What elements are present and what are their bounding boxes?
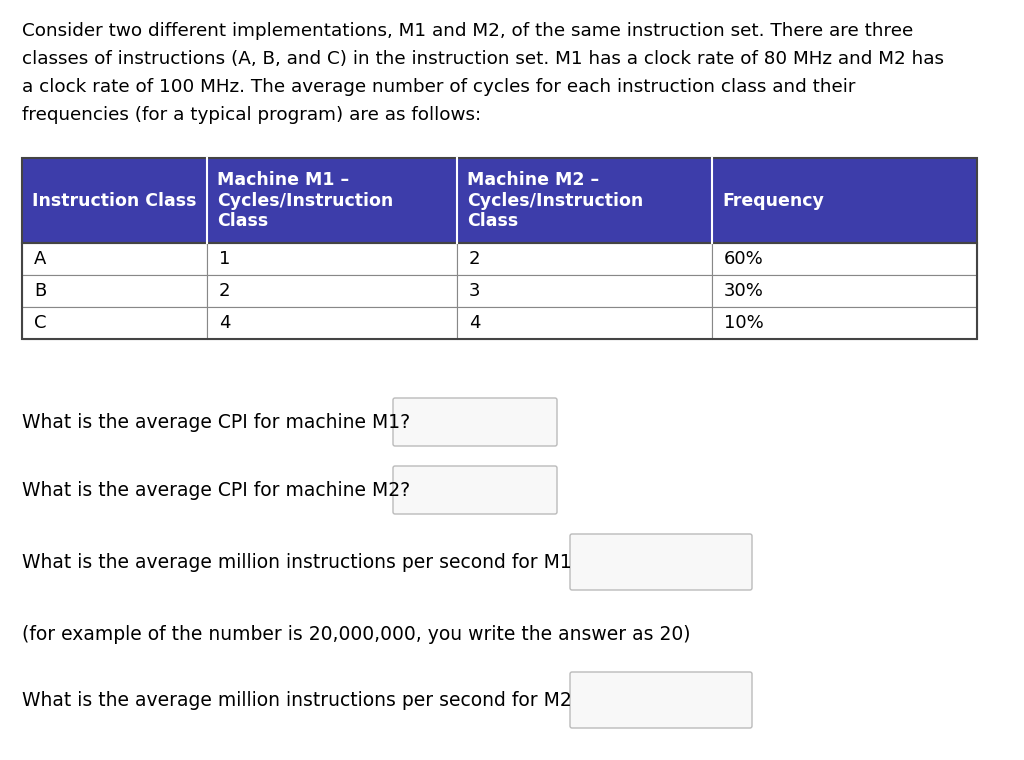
Text: What is the average million instructions per second for M1: What is the average million instructions… [22,553,571,572]
FancyBboxPatch shape [393,398,557,446]
Text: A: A [34,250,46,268]
Text: 3: 3 [469,282,480,300]
Bar [22,307,207,339]
Bar [22,158,977,243]
FancyBboxPatch shape [393,466,557,514]
Text: 4: 4 [219,314,230,332]
Text: Machine M2 –
Cycles/Instruction
Class: Machine M2 – Cycles/Instruction Class [467,171,643,230]
Bar [712,158,977,243]
Text: 2: 2 [219,282,230,300]
Bar [457,158,712,243]
Text: Instruction Class: Instruction Class [32,192,197,210]
Text: Frequency: Frequency [722,192,824,210]
Bar [207,243,457,275]
Text: C: C [34,314,46,332]
Bar [712,275,977,307]
FancyBboxPatch shape [570,672,752,728]
Text: Machine M1 –
Cycles/Instruction
Class: Machine M1 – Cycles/Instruction Class [217,171,393,230]
Bar [457,275,712,307]
Text: a clock rate of 100 MHz. The average number of cycles for each instruction class: a clock rate of 100 MHz. The average num… [22,78,855,96]
Text: What is the average million instructions per second for M2: What is the average million instructions… [22,691,571,710]
Text: 4: 4 [469,314,480,332]
Text: 60%: 60% [724,250,764,268]
Bar [207,275,457,307]
Bar [22,275,207,307]
Bar [207,307,457,339]
Text: 2: 2 [469,250,480,268]
Text: 30%: 30% [724,282,764,300]
Bar [22,243,207,275]
Text: classes of instructions (A, B, and C) in the instruction set. M1 has a clock rat: classes of instructions (A, B, and C) in… [22,50,944,68]
Bar [457,307,712,339]
Bar [712,307,977,339]
Bar [457,243,712,275]
Text: 1: 1 [219,250,230,268]
Bar [22,243,977,339]
Bar [22,158,207,243]
Text: B: B [34,282,46,300]
Text: What is the average CPI for machine M2?: What is the average CPI for machine M2? [22,480,411,499]
FancyBboxPatch shape [570,534,752,590]
Text: frequencies (for a typical program) are as follows:: frequencies (for a typical program) are … [22,106,481,124]
Text: What is the average CPI for machine M1?: What is the average CPI for machine M1? [22,413,411,432]
Bar [207,158,457,243]
Bar [712,243,977,275]
Text: Consider two different implementations, M1 and M2, of the same instruction set. : Consider two different implementations, … [22,22,913,40]
Text: (for example of the number is 20,000,000, you write the answer as 20): (for example of the number is 20,000,000… [22,625,690,644]
Text: 10%: 10% [724,314,764,332]
